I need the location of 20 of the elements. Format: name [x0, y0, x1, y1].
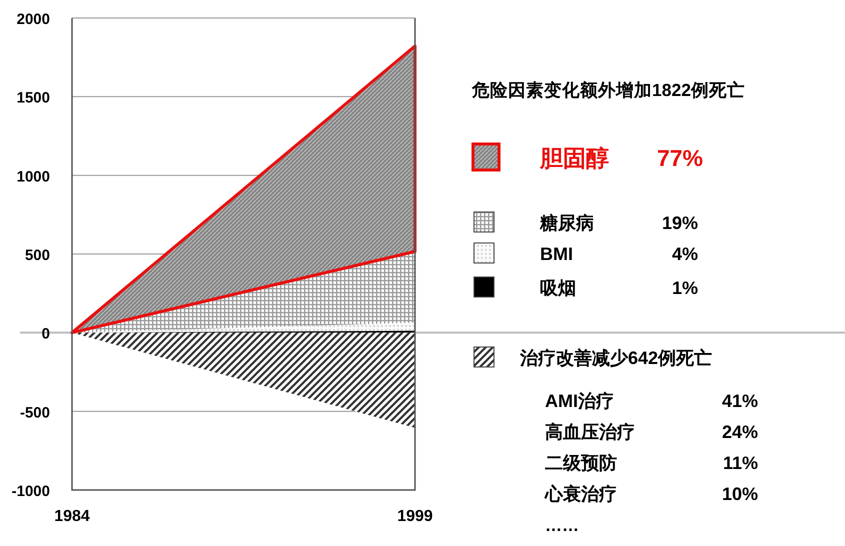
legend-title: 危险因素变化额外增加1822例死亡	[471, 80, 745, 100]
text: 心衰治疗 10%	[545, 484, 758, 504]
y-tick-label: 0	[42, 326, 50, 343]
text: 高血压治疗 24%	[545, 422, 758, 442]
text: 胆固醇 77%	[540, 145, 703, 171]
x-tick-label: 1999	[397, 508, 433, 525]
text: ……	[545, 516, 579, 535]
text: AMI治疗 41%	[545, 391, 758, 411]
text: BMI 4%	[540, 244, 698, 264]
text: 二级预防 11%	[545, 453, 758, 473]
text: 吸烟 1%	[540, 278, 698, 298]
x-tick-label: 1984	[54, 508, 90, 525]
y-tick-label: 1000	[16, 168, 50, 186]
y-tick-label: -1000	[12, 483, 50, 500]
legend-label: 治疗改善减少642例死亡	[519, 348, 712, 368]
y-tick-label: 500	[24, 247, 50, 264]
text: 糖尿病 19%	[540, 213, 698, 233]
y-tick-label: 1500	[16, 90, 50, 107]
y-tick-label: 2000	[16, 11, 50, 28]
y-tick-label: -500	[20, 404, 50, 422]
